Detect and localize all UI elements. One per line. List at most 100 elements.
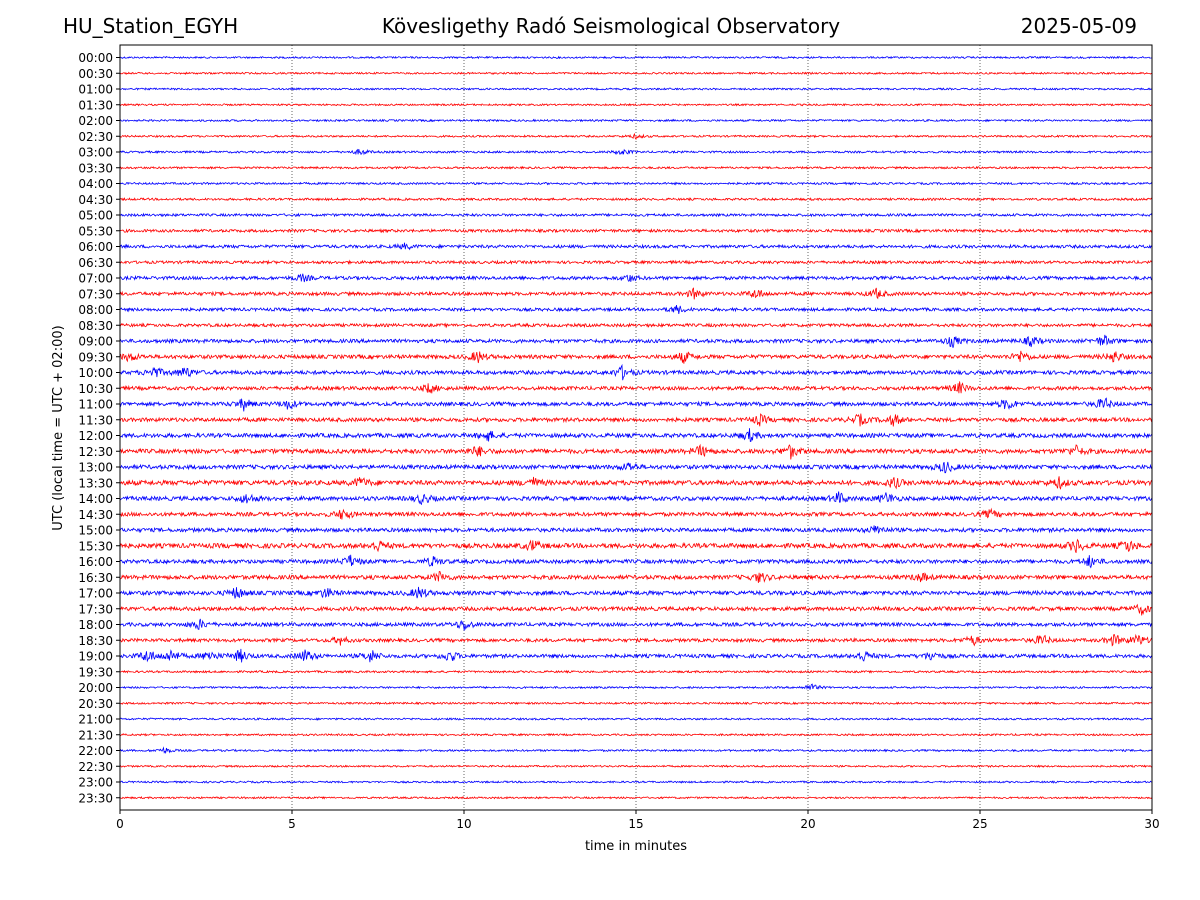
y-tick-label: 02:00 — [78, 114, 113, 128]
y-tick-label: 20:00 — [78, 681, 113, 695]
y-tick-label: 07:00 — [78, 272, 113, 286]
x-tick-label: 30 — [1144, 817, 1159, 831]
y-tick-label: 15:00 — [78, 524, 113, 538]
trace-2300 — [119, 780, 1152, 784]
y-tick-label: 15:30 — [78, 539, 113, 553]
trace-0730 — [119, 287, 1153, 300]
y-tick-label: 14:30 — [78, 508, 113, 522]
y-tick-label: 06:00 — [78, 240, 113, 254]
chart-title: Kövesligethy Radó Seismological Observat… — [381, 14, 841, 38]
x-tick-label: 5 — [288, 817, 296, 831]
trace-2230 — [119, 764, 1153, 769]
trace-2130 — [119, 732, 1153, 737]
trace-0000 — [119, 55, 1152, 60]
y-tick-label: 16:00 — [78, 555, 113, 569]
trace-0030 — [119, 71, 1153, 76]
y-tick-label: 21:30 — [78, 728, 113, 742]
trace-0400 — [119, 181, 1153, 186]
y-tick-label: 12:30 — [78, 445, 113, 459]
y-tick-label: 13:00 — [78, 461, 113, 475]
trace-1230 — [119, 443, 1153, 460]
y-tick-label: 19:00 — [78, 650, 113, 664]
trace-2330 — [119, 795, 1153, 800]
y-tick-label: 04:00 — [78, 177, 113, 191]
y-tick-label: 07:30 — [78, 287, 113, 301]
trace-1430 — [119, 507, 1153, 520]
trace-0130 — [119, 102, 1153, 107]
y-tick-label: 22:30 — [78, 760, 113, 774]
grid-lines — [291, 45, 981, 810]
trace-1930 — [119, 669, 1153, 674]
y-tick-label: 01:00 — [78, 83, 113, 97]
trace-1730 — [119, 603, 1153, 616]
trace-1800 — [119, 618, 1153, 631]
trace-1330 — [119, 476, 1153, 490]
trace-1700 — [119, 586, 1153, 599]
y-tick-label: 23:30 — [78, 791, 113, 805]
chart-date: 2025-05-09 — [1020, 14, 1137, 38]
x-tick-label: 15 — [628, 817, 643, 831]
y-tick-label: 00:30 — [78, 67, 113, 81]
y-tick-label: 17:00 — [78, 587, 113, 601]
trace-2200 — [119, 746, 1153, 755]
y-tick-label: 19:30 — [78, 665, 113, 679]
trace-1200 — [119, 428, 1153, 443]
y-tick-label: 09:30 — [78, 350, 113, 364]
trace-1000 — [119, 363, 1153, 381]
y-tick-label: 04:30 — [78, 193, 113, 207]
station-name: HU_Station_EGYH — [63, 14, 239, 38]
x-tick-label: 20 — [800, 817, 815, 831]
x-tick-label: 25 — [972, 817, 987, 831]
trace-0430 — [119, 197, 1153, 202]
trace-0700 — [119, 273, 1153, 283]
trace-0100 — [119, 87, 1153, 91]
trace-1630 — [120, 571, 1153, 583]
x-axis-label: time in minutes — [585, 839, 687, 854]
y-tick-label: 09:00 — [78, 335, 113, 349]
trace-0830 — [119, 322, 1153, 329]
y-tick-label: 06:30 — [78, 256, 113, 270]
trace-1600 — [119, 554, 1153, 569]
trace-0800 — [119, 305, 1152, 315]
y-tick-label: 10:30 — [78, 382, 113, 396]
y-tick-label: 08:30 — [78, 319, 113, 333]
trace-2000 — [120, 683, 1153, 690]
y-tick-label: 23:00 — [78, 776, 113, 790]
trace-2100 — [119, 717, 1153, 721]
y-tick-label: 12:00 — [78, 429, 113, 443]
y-tick-label: 18:30 — [78, 634, 113, 648]
y-tick-label: 03:30 — [78, 161, 113, 175]
y-tick-label: 02:30 — [78, 130, 113, 144]
y-axis-label: UTC (local time = UTC + 02:00) — [51, 325, 66, 530]
trace-1900 — [119, 648, 1153, 663]
y-tick-label: 11:30 — [78, 413, 113, 427]
y-tick-label: 00:00 — [78, 51, 113, 65]
y-tick-label: 05:00 — [78, 209, 113, 223]
y-tick-label: 22:00 — [78, 744, 113, 758]
trace-1100 — [119, 397, 1153, 412]
trace-0630 — [119, 259, 1153, 266]
trace-0530 — [119, 228, 1153, 234]
x-axis-ticks: 0 5 10 15 20 25 30 — [116, 810, 1160, 831]
trace-0930 — [119, 350, 1153, 364]
y-tick-label: 14:00 — [78, 492, 113, 506]
y-tick-label: 01:30 — [78, 98, 113, 112]
trace-1130 — [119, 413, 1153, 427]
y-tick-label: 08:00 — [78, 303, 113, 317]
trace-0200 — [119, 118, 1153, 123]
trace-0230 — [119, 132, 1153, 141]
x-tick-label: 0 — [116, 817, 124, 831]
trace-2030 — [119, 701, 1153, 706]
trace-1400 — [119, 491, 1153, 506]
seismic-traces — [119, 55, 1153, 800]
y-tick-label: 13:30 — [78, 476, 113, 490]
y-tick-label: 21:00 — [78, 713, 113, 727]
y-tick-label: 10:00 — [78, 366, 113, 380]
trace-1530 — [119, 538, 1153, 554]
trace-1500 — [119, 525, 1153, 535]
y-tick-label: 20:30 — [78, 697, 113, 711]
y-tick-label: 05:30 — [78, 224, 113, 238]
trace-1300 — [119, 461, 1153, 474]
